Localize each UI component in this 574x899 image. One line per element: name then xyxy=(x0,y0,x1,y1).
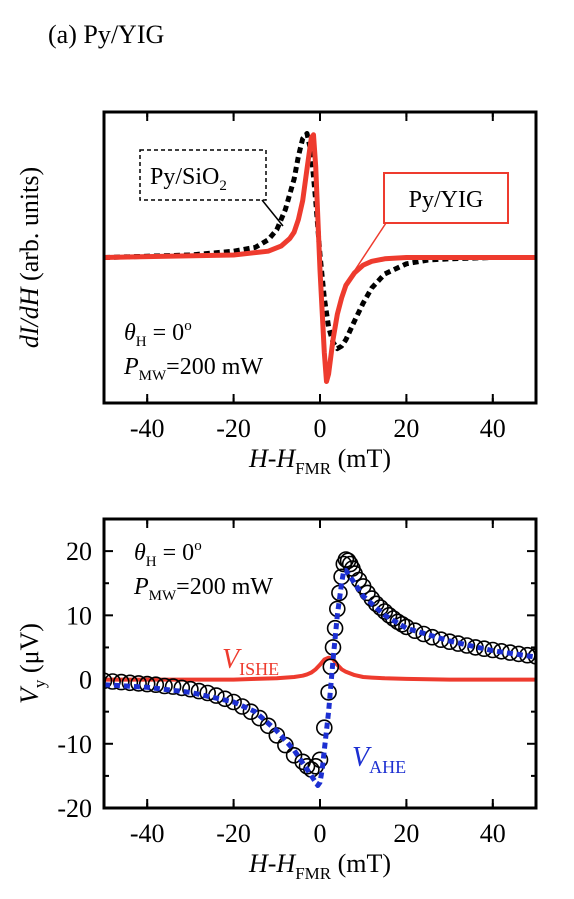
panel-label: (a) Py/YIG xyxy=(48,20,165,49)
data-point xyxy=(298,757,316,775)
y-axis-label: dI/dH (arb. units) xyxy=(15,167,44,348)
x-tick-label: 20 xyxy=(393,414,419,443)
data-point xyxy=(104,672,113,690)
data-point xyxy=(285,746,303,764)
data-point xyxy=(233,698,251,715)
y-tick-label: 20 xyxy=(66,537,92,566)
y-tick-label: -20 xyxy=(57,794,92,823)
annotation-theta: θH = 0o xyxy=(124,318,192,350)
legend-leader-py-sio2 xyxy=(261,199,284,227)
x-tick-label: 20 xyxy=(393,819,419,848)
data-point xyxy=(259,717,277,735)
annotation-power: PMW=200 mW xyxy=(123,354,263,384)
data-point xyxy=(173,679,191,697)
series-line-v-ishe xyxy=(104,655,536,682)
plot-area xyxy=(104,551,536,788)
x-tick-label: 0 xyxy=(314,819,327,848)
data-point xyxy=(147,676,165,694)
data-point xyxy=(359,584,376,602)
series-line-v-ahe xyxy=(104,567,536,788)
data-point xyxy=(242,703,260,721)
series-line-py-yig xyxy=(104,132,536,384)
x-tick-label: -40 xyxy=(130,414,165,443)
series-label-v-ahe: VAHE xyxy=(352,742,406,777)
data-point xyxy=(164,678,182,695)
data-point xyxy=(393,615,411,633)
x-tick-label: 40 xyxy=(480,414,506,443)
y-tick-label: 0 xyxy=(79,666,92,695)
chart-panel-top: -40 -20 0 20 40 H-HFMR (mT) dI/dH (arb. units)… xyxy=(15,110,538,478)
data-point xyxy=(182,680,199,698)
annotation-theta: θH = 0o xyxy=(134,538,202,570)
x-axis-label: H-HFMR (mT) xyxy=(248,444,391,478)
data-point xyxy=(138,675,156,693)
x-tick-label: -20 xyxy=(216,819,251,848)
annotation-power: PMW=200 mW xyxy=(133,574,273,604)
data-point xyxy=(130,675,147,692)
x-tick-label: 40 xyxy=(480,819,506,848)
plot-frame xyxy=(102,110,538,405)
y-axis-label: Vy (μV) xyxy=(15,623,49,704)
legend-box-py-sio2 xyxy=(139,149,267,201)
legend-label-py-sio2: Py/SiO2 xyxy=(150,164,227,194)
x-tick-label: -40 xyxy=(130,819,165,848)
data-point xyxy=(339,552,357,570)
data-point xyxy=(190,682,208,700)
x-tick-label: -20 xyxy=(216,414,251,443)
series-label-v-ishe: VISHE xyxy=(222,644,279,679)
data-point xyxy=(337,551,355,568)
plot-frame xyxy=(102,517,538,810)
data-point xyxy=(380,606,398,624)
data-point xyxy=(441,633,458,651)
y-tick-label: -10 xyxy=(57,730,92,759)
data-point xyxy=(199,684,216,702)
series-line-py-sio2 xyxy=(104,131,536,352)
plot-area xyxy=(104,131,536,384)
legend-box-py-yig xyxy=(383,172,509,224)
data-point xyxy=(113,673,130,691)
x-tick-label: 0 xyxy=(314,414,327,443)
legend-leader-py-yig xyxy=(354,222,387,271)
x-axis-label: H-HFMR (mT) xyxy=(248,849,391,883)
legend-label-py-yig: Py/YIG xyxy=(409,187,484,213)
data-point xyxy=(121,674,139,692)
y-tick-label: 10 xyxy=(66,601,92,630)
data-point xyxy=(389,613,407,631)
data-point xyxy=(398,618,415,636)
